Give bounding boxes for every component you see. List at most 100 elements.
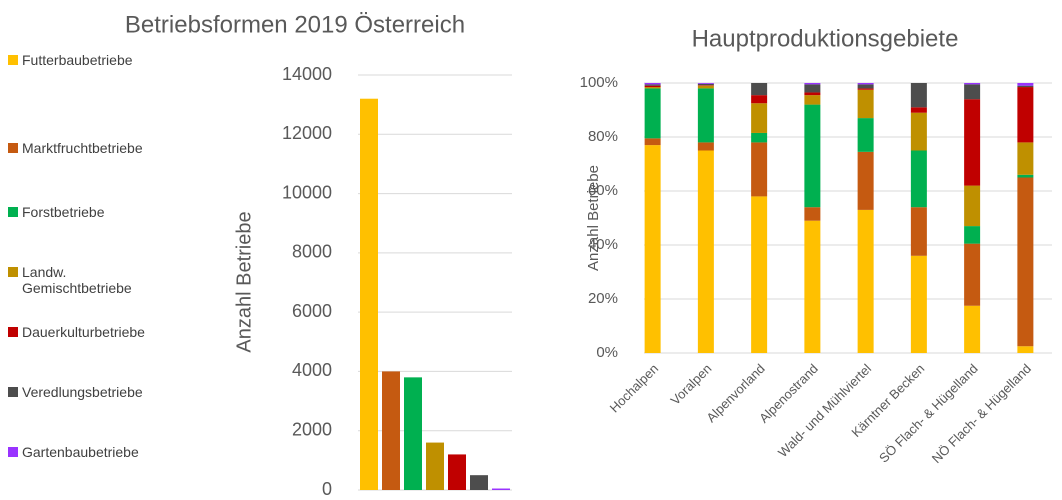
legend-swatch	[8, 207, 18, 217]
bar-segment	[910, 255, 927, 353]
bar	[404, 377, 422, 490]
bar-segment	[964, 305, 981, 353]
legend-item: Forstbetriebe	[8, 204, 188, 220]
bar	[470, 475, 488, 490]
legend-item: Dauerkulturbetriebe	[8, 324, 188, 340]
legend-label: Forstbetriebe	[22, 204, 105, 220]
bar-segment	[697, 85, 714, 86]
bar-segment	[697, 83, 714, 84]
bar-segment	[857, 84, 874, 89]
bar-segment	[697, 142, 714, 151]
y-tick-label: 12000	[282, 123, 332, 143]
x-tick-label: Wald- und Mühlviertel	[775, 361, 874, 460]
y-tick-label: 80%	[588, 128, 618, 145]
bar-segment	[964, 226, 981, 244]
bar-segment	[910, 207, 927, 256]
bar-segment	[644, 88, 661, 139]
bar-segment	[910, 150, 927, 208]
y-tick-label: 60%	[588, 182, 618, 199]
legend-item: Marktfruchtbetriebe	[8, 140, 188, 156]
bar	[360, 98, 378, 490]
bar-segment	[751, 132, 768, 143]
x-tick-label: Hochalpen	[607, 361, 662, 416]
bar-segment	[697, 88, 714, 143]
y-tick-label: 0	[322, 479, 332, 499]
legend-item: Futterbaubetriebe	[8, 52, 188, 68]
bar-segment	[751, 103, 768, 133]
bar	[448, 454, 466, 490]
bar-segment	[964, 84, 981, 100]
y-axis-label: Anzahl Betriebe	[585, 165, 602, 271]
bar-segment	[857, 89, 874, 119]
legend-swatch	[8, 55, 18, 65]
bar-segment	[644, 84, 661, 86]
bar-segment	[697, 85, 714, 89]
y-tick-label: 40%	[588, 236, 618, 253]
bar-segment	[644, 83, 661, 85]
bar-segment	[1017, 177, 1034, 347]
bar-segment	[857, 118, 874, 152]
bar-segment	[751, 142, 768, 197]
y-tick-label: 4000	[292, 360, 332, 380]
bar-segment	[751, 196, 768, 353]
bar-segment	[1017, 85, 1034, 88]
bar-segment	[804, 84, 821, 93]
bar-segment	[857, 151, 874, 210]
x-tick-label: SÖ Flach- & Hügelland	[876, 361, 981, 466]
y-axis-label: Anzahl Betriebe	[233, 211, 255, 352]
bar-segment	[857, 83, 874, 85]
bar-segment	[644, 85, 661, 88]
legend-swatch	[8, 387, 18, 397]
legend-swatch	[8, 327, 18, 337]
bar-segment	[804, 95, 821, 105]
bar-segment	[857, 209, 874, 353]
legend-swatch	[8, 447, 18, 457]
bar-segment	[1017, 174, 1034, 178]
y-tick-label: 0%	[596, 344, 618, 361]
legend-label: Gartenbaubetriebe	[22, 444, 139, 460]
bar-segment	[804, 92, 821, 96]
y-tick-label: 100%	[580, 74, 618, 91]
bar-segment	[1017, 346, 1034, 353]
bar-segment	[644, 138, 661, 146]
y-tick-label: 10000	[282, 182, 332, 202]
legend-label: Veredlungsbetriebe	[22, 384, 143, 400]
legend-item: Veredlungsbetriebe	[8, 384, 188, 400]
legend-label: Landw. Gemischtbetriebe	[22, 264, 132, 296]
bar-segment	[964, 243, 981, 306]
bar-segment	[1017, 83, 1034, 86]
bar-segment	[910, 83, 927, 108]
legend-swatch	[8, 267, 18, 277]
bar-segment	[751, 95, 768, 104]
bar-segment	[1017, 142, 1034, 175]
bar	[492, 488, 510, 490]
y-tick-label: 6000	[292, 301, 332, 321]
bar-segment	[804, 83, 821, 85]
y-tick-label: 14000	[282, 64, 332, 84]
x-tick-label: Voralpen	[668, 361, 715, 408]
legend-item: Landw. Gemischtbetriebe	[8, 264, 188, 296]
bar-segment	[857, 88, 874, 90]
bar	[426, 442, 444, 490]
bar-segment	[910, 112, 927, 151]
bar-segment	[804, 220, 821, 353]
x-tick-label: NÖ Flach- & Hügelland	[929, 361, 1034, 466]
y-tick-label: 2000	[292, 419, 332, 439]
bar-segment	[804, 207, 821, 221]
y-tick-label: 20%	[588, 290, 618, 307]
bar-segment	[964, 83, 981, 85]
bar-segment	[804, 104, 821, 208]
bar-segment	[910, 107, 927, 113]
chart-title: Betriebsformen 2019 Österreich	[125, 11, 465, 38]
legend-item: Gartenbaubetriebe	[8, 444, 188, 460]
bar-segment	[964, 185, 981, 227]
legend-label: Futterbaubetriebe	[22, 52, 133, 68]
y-tick-label: 8000	[292, 242, 332, 262]
bar-segment	[697, 150, 714, 353]
chart-title: Hauptproduktionsgebiete	[692, 25, 959, 52]
bar-segment	[964, 99, 981, 186]
bar-segment	[751, 83, 768, 96]
bar-segment	[644, 145, 661, 353]
